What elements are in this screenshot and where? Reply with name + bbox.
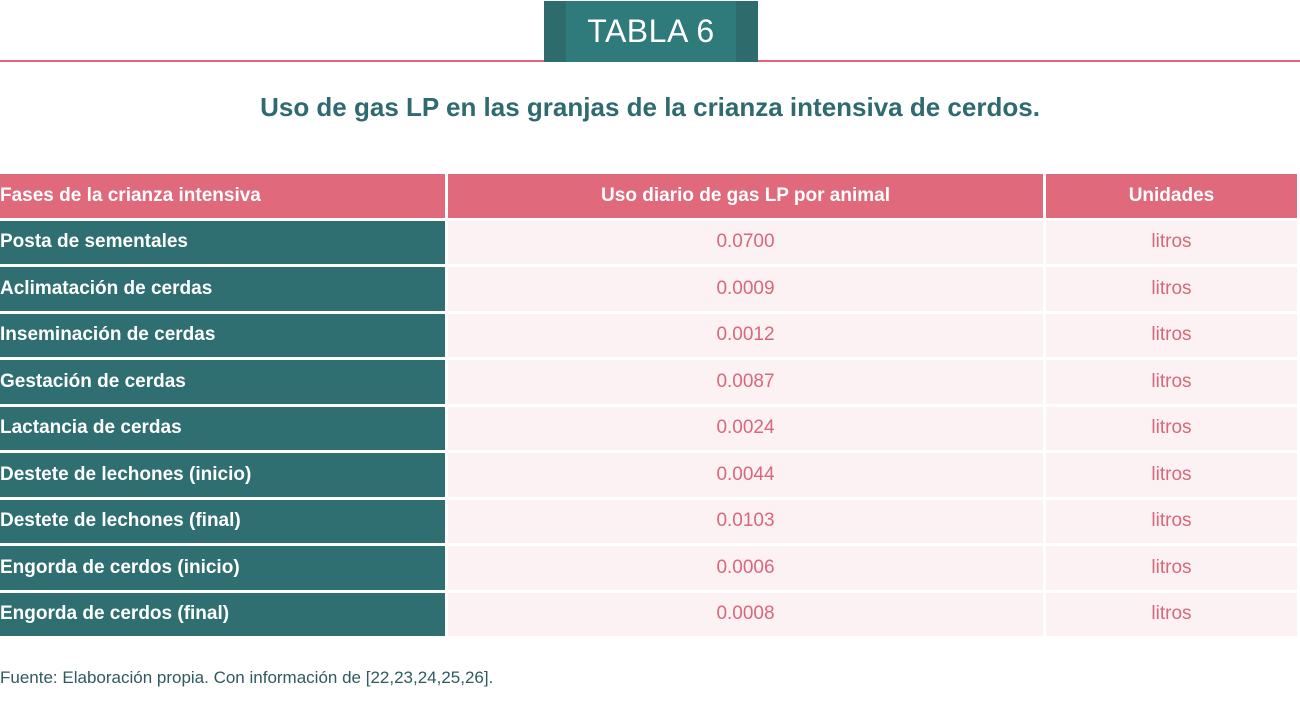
- row-value: 0.0008: [448, 592, 1043, 636]
- table-row: Destete de lechones (inicio) 0.0044 litr…: [0, 453, 1297, 497]
- row-value: 0.0009: [448, 267, 1043, 311]
- row-phase: Posta de sementales: [0, 220, 446, 264]
- source-footnote: Fuente: Elaboración propia. Con informac…: [0, 668, 494, 687]
- header-daily-use: Uso diario de gas LP por animal: [448, 174, 1043, 218]
- row-value: 0.0044: [448, 453, 1043, 497]
- row-phase: Engorda de cerdos (final): [0, 592, 446, 636]
- row-phase: Engorda de cerdos (inicio): [0, 546, 446, 590]
- table-row: Aclimatación de cerdas 0.0009 litros: [0, 267, 1297, 311]
- table-row: Engorda de cerdos (inicio) 0.0006 litros: [0, 546, 1297, 590]
- row-unit: litros: [1045, 220, 1297, 264]
- row-phase: Aclimatación de cerdas: [0, 267, 446, 311]
- row-unit: litros: [1045, 360, 1297, 404]
- row-value: 0.0087: [448, 360, 1043, 404]
- header-units: Unidades: [1045, 174, 1297, 218]
- table-row: Inseminación de cerdas 0.0012 litros: [0, 313, 1297, 357]
- row-value: 0.0024: [448, 406, 1043, 450]
- table-number-badge: TABLA 6: [544, 1, 758, 62]
- table-row: Lactancia de cerdas 0.0024 litros: [0, 406, 1297, 450]
- row-phase: Destete de lechones (inicio): [0, 453, 446, 497]
- table-row: Posta de sementales 0.0700 litros: [0, 220, 1297, 264]
- table-row: Gestación de cerdas 0.0087 litros: [0, 360, 1297, 404]
- row-unit: litros: [1045, 546, 1297, 590]
- row-value: 0.0103: [448, 499, 1043, 543]
- table-header-row: Fases de la crianza intensiva Uso diario…: [0, 174, 1297, 218]
- row-phase: Gestación de cerdas: [0, 360, 446, 404]
- row-phase: Lactancia de cerdas: [0, 406, 446, 450]
- row-unit: litros: [1045, 592, 1297, 636]
- row-unit: litros: [1045, 499, 1297, 543]
- gas-usage-table: Fases de la crianza intensiva Uso diario…: [0, 171, 1300, 639]
- table-number-label: TABLA 6: [566, 1, 736, 62]
- row-phase: Destete de lechones (final): [0, 499, 446, 543]
- table-title: Uso de gas LP en las granjas de la crian…: [260, 92, 1040, 122]
- row-value: 0.0012: [448, 313, 1043, 357]
- row-unit: litros: [1045, 406, 1297, 450]
- table-row: Engorda de cerdos (final) 0.0008 litros: [0, 592, 1297, 636]
- row-unit: litros: [1045, 267, 1297, 311]
- row-unit: litros: [1045, 453, 1297, 497]
- row-unit: litros: [1045, 313, 1297, 357]
- table-row: Destete de lechones (final) 0.0103 litro…: [0, 499, 1297, 543]
- row-phase: Inseminación de cerdas: [0, 313, 446, 357]
- row-value: 0.0006: [448, 546, 1043, 590]
- header-phase: Fases de la crianza intensiva: [0, 174, 446, 218]
- row-value: 0.0700: [448, 220, 1043, 264]
